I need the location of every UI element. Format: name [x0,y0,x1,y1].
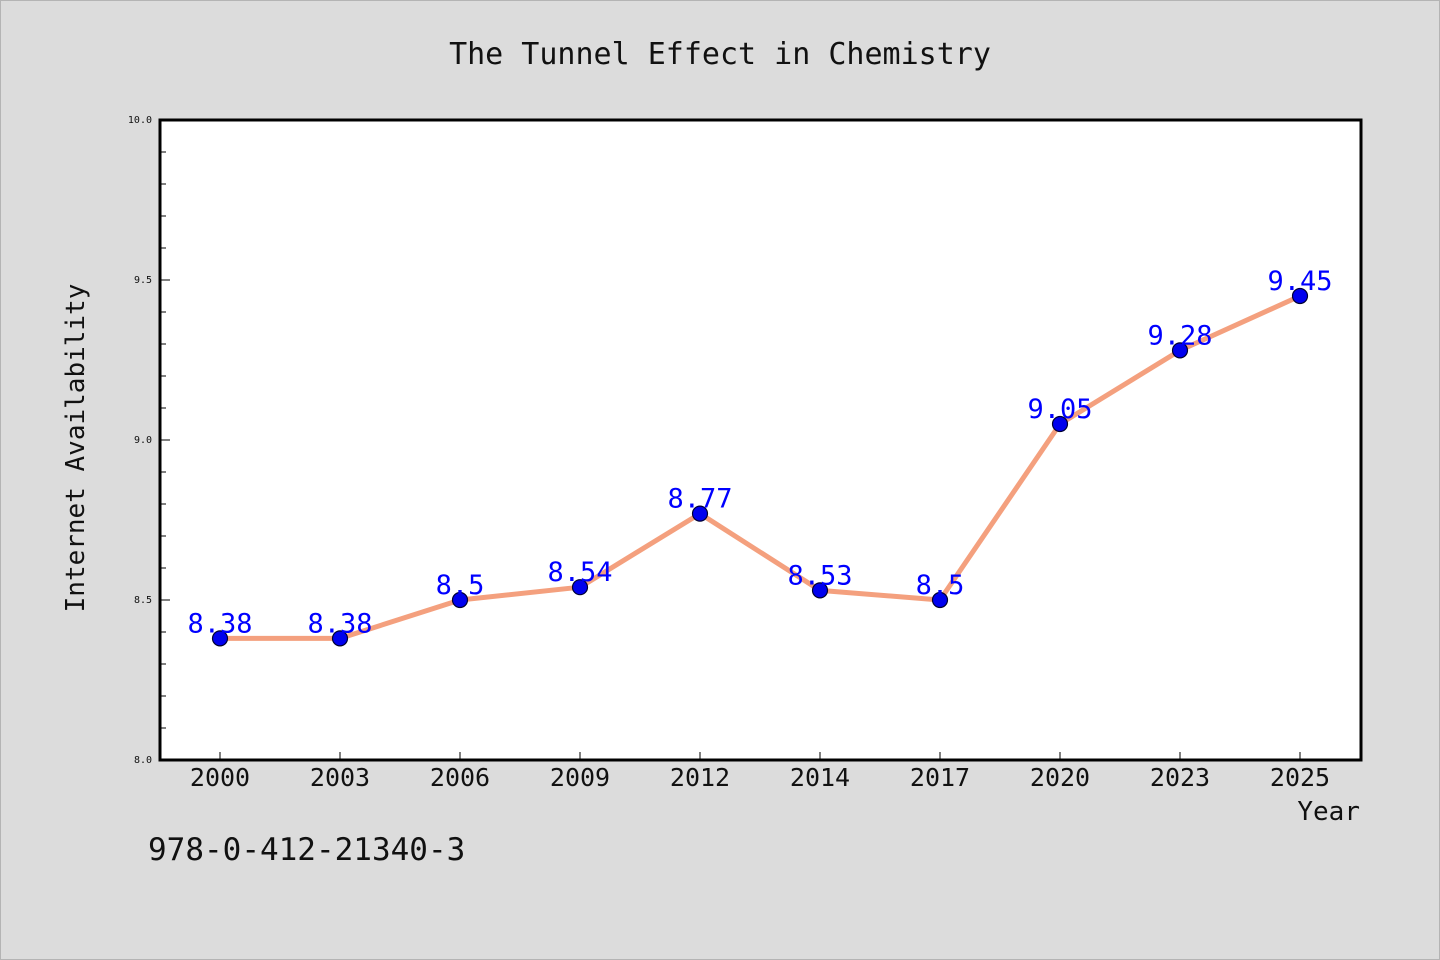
x-tick-label: 2000 [190,763,250,792]
data-label: 8.54 [547,557,612,588]
y-tick-label: 8.5 [134,595,152,606]
data-label: 8.77 [667,484,732,515]
x-axis: 2000 2003 2006 2009 2012 2014 2017 2020 2023 2025 [190,752,1330,792]
data-label: 8.53 [787,560,852,591]
y-tick-label: 9.5 [134,275,152,286]
data-label: 8.38 [187,608,252,639]
data-point [1051,415,1069,433]
data-label: 9.28 [1147,320,1212,351]
data-point [571,579,589,596]
series-polyline [217,293,1303,641]
y-axis: 8.0 8.5 9.0 9.5 10.0 [128,115,170,766]
data-point [211,630,229,647]
x-axis-label: Year [1297,797,1360,827]
x-tick-label: 2006 [430,763,490,792]
data-label: 8.5 [436,570,485,601]
y-tick-label: 9.0 [134,435,152,446]
x-tick-label: 2017 [910,763,970,792]
data-label: 8.5 [916,570,965,601]
chart-title: The Tunnel Effect in Chemistry [449,37,991,72]
y-axis-label: Internet Availability [61,284,91,613]
x-tick-label: 2012 [670,763,730,792]
data-point [1171,342,1189,359]
data-label: 9.05 [1027,394,1092,425]
x-tick-label: 2014 [790,763,850,792]
series-line [217,293,1303,641]
data-markers [211,287,1309,647]
x-tick-label: 2009 [550,763,610,792]
y-tick-label: 8.0 [134,755,152,766]
data-point [1291,287,1309,305]
data-labels: 8.38 8.38 8.5 8.54 8.77 8.53 8.5 9.05 9.28 9.45 [187,266,1332,639]
data-point [931,591,949,609]
x-tick-label: 2020 [1030,763,1090,792]
x-tick-label: 2025 [1270,763,1330,792]
data-label: 9.45 [1267,266,1332,297]
y-tick-label: 10.0 [128,115,152,126]
x-tick-label: 2003 [310,763,370,792]
data-point [331,630,349,647]
data-point [691,505,709,522]
data-label: 8.38 [307,608,372,639]
data-point [811,582,829,599]
plot-area [158,118,1363,762]
data-point [451,591,469,609]
isbn-code: 978-0-412-21340-3 [148,832,466,868]
x-tick-label: 2023 [1150,763,1210,792]
